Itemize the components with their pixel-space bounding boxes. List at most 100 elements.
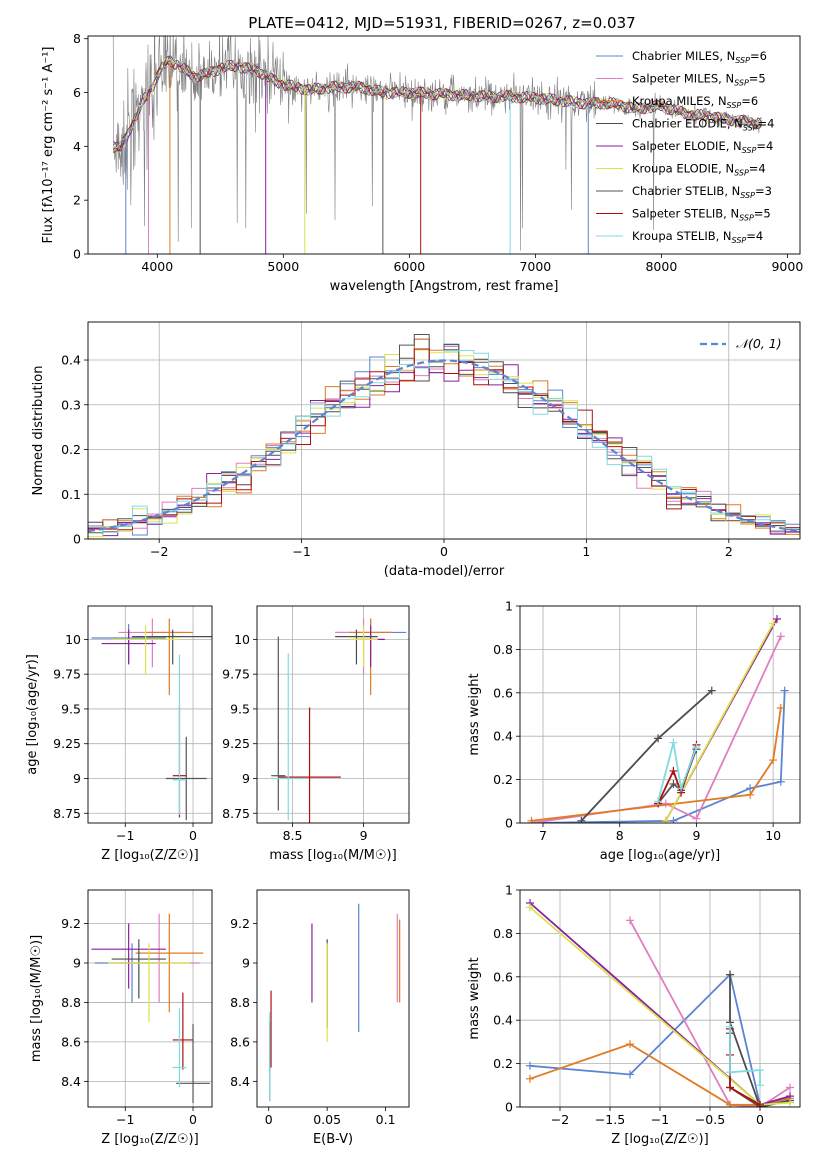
panel-age_vs_Z: −1 0 8.75 9 9.25 9.5 9.75 10 Z [log₁₀(Z/Z☉)] age …	[25, 605, 213, 863]
plot-area	[91, 618, 212, 821]
y-tick-label: 1	[505, 883, 513, 898]
mass-weight-marker	[669, 738, 678, 747]
y-axis-label: mass weight	[467, 673, 482, 755]
y-tick-label: 8.8	[61, 995, 81, 1010]
x-axis-label: age [log₁₀(age/yr)]	[600, 848, 721, 863]
y-tick-label: 0	[73, 532, 81, 547]
y-tick-label: 9.25	[222, 736, 250, 751]
plot-area	[88, 334, 800, 538]
y-axis-label: Normed distribution	[31, 366, 46, 496]
y-tick-label: 9.5	[61, 701, 81, 716]
x-tick-label: 0	[440, 544, 448, 559]
mass-weight-marker	[661, 799, 670, 808]
mass-weight-line	[729, 1026, 761, 1086]
legend: Chabrier MILES, NSSP=6 Salpeter MILES, NS…	[596, 49, 774, 245]
y-tick-label: 10	[65, 632, 81, 647]
x-tick-label: 0	[265, 1112, 273, 1127]
axes-frame	[87, 889, 213, 1108]
x-tick-label: 8	[616, 828, 624, 843]
x-axis-label: Z [log₁₀(Z/Z☉)]	[101, 848, 198, 863]
y-tick-label: 9.5	[230, 701, 250, 716]
y-tick-label: 0.4	[493, 1013, 513, 1028]
y-tick-label: 0.2	[493, 772, 513, 787]
mass-weight-marker	[769, 619, 778, 628]
y-tick-label: 9	[242, 955, 250, 970]
axes-frame	[87, 605, 213, 824]
x-axis-label: (data-model)/error	[384, 564, 505, 579]
legend-entry: Kroupa ELODIE, NSSP=4	[632, 162, 766, 178]
legend-entry: Chabrier MILES, NSSP=6	[632, 49, 767, 65]
figure-title: PLATE=0412, MJD=51931, FIBERID=0267, z=0…	[248, 14, 635, 32]
plot-area	[527, 615, 789, 823]
axes-frame	[256, 889, 410, 1108]
mass-weight-marker	[756, 1081, 764, 1090]
y-tick-label: 8.4	[230, 1074, 250, 1089]
legend-entry: Salpeter ELODIE, NSSP=4	[632, 139, 773, 155]
y-tick-label: 1	[505, 599, 513, 614]
y-tick-label: 9.75	[53, 667, 81, 682]
x-tick-label: 7	[539, 828, 547, 843]
x-tick-label: −1	[116, 828, 134, 843]
y-tick-label: 8.8	[230, 995, 250, 1010]
y-axis-label: mass [log₁₀(M/M☉)]	[29, 935, 44, 1062]
y-tick-label: 0	[505, 816, 513, 831]
legend-entry: 𝒩(0, 1)	[736, 336, 782, 351]
y-tick-label: 0.2	[61, 442, 81, 457]
mass-weight-marker	[726, 1100, 734, 1107]
legend-entry: Chabrier STELIB, NSSP=3	[632, 184, 772, 200]
mass-weight-marker	[626, 1040, 634, 1049]
model-spectrum	[112, 58, 762, 154]
model-spectrum	[112, 59, 762, 153]
mass-weight-marker	[772, 615, 781, 624]
x-axis-label: wavelength [Angstrom, rest frame]	[330, 279, 559, 294]
x-tick-label: −0.5	[695, 1112, 725, 1127]
x-axis-label: E(B-V)	[313, 1132, 353, 1147]
mass-weight-marker	[786, 1098, 794, 1107]
x-tick-label: −1	[116, 1112, 134, 1127]
y-tick-label: 8.75	[53, 806, 81, 821]
axes-frame	[87, 321, 801, 540]
y-tick-label: 6	[73, 85, 81, 100]
mass-weight-marker	[776, 703, 785, 712]
y-tick-label: 9	[73, 771, 81, 786]
y-tick-label: 9.2	[61, 916, 81, 931]
axes-frame	[87, 35, 801, 255]
y-tick-label: 0.8	[493, 926, 513, 941]
mass-weight-marker	[654, 734, 663, 743]
y-tick-label: 8.6	[230, 1034, 250, 1049]
y-tick-label: 0.2	[493, 1056, 513, 1071]
x-tick-label: 0	[756, 1112, 764, 1127]
panel-mass_vs_ebv: 0 0.05 0.1 8.4 8.6 8.8 9 9.2 E(B-V)	[230, 889, 410, 1147]
legend-entry: Salpeter MILES, NSSP=5	[632, 72, 766, 88]
mass-weight-marker	[677, 784, 686, 793]
plot-area	[269, 903, 401, 1102]
x-tick-label: −1	[292, 544, 310, 559]
plot-area	[91, 913, 210, 1104]
y-axis-label: Flux [fλ10⁻¹⁷ erg cm⁻² s⁻¹ A⁻¹]	[41, 47, 56, 244]
plot-area	[271, 618, 407, 823]
mass-weight-marker	[776, 632, 785, 641]
y-tick-label: 0	[505, 1100, 513, 1115]
x-axis-label: Z [log₁₀(Z/Z☉)]	[101, 1132, 198, 1147]
legend-entry: Salpeter STELIB, NSSP=5	[632, 207, 771, 223]
mass-weight-marker	[746, 790, 755, 799]
y-axis-label: age [log₁₀(age/yr)]	[25, 654, 40, 775]
y-tick-label: 8	[73, 31, 81, 46]
mass-weight-marker	[661, 816, 670, 823]
mass-weight-marker	[769, 756, 778, 765]
x-axis-label: Z [log₁₀(Z/Z☉)]	[611, 1132, 708, 1147]
mass-weight-marker	[756, 1100, 764, 1107]
mass-weight-marker	[654, 797, 663, 806]
axes-frame	[519, 889, 801, 1108]
x-tick-label: −2	[150, 544, 168, 559]
mass-weight-marker	[726, 1022, 734, 1031]
normal-curve	[88, 359, 800, 533]
mass-weight-marker	[526, 1074, 534, 1083]
panel-age_vs_mass: 8.5 9 8.75 9 9.25 9.5 9.75 10 mass [log₁₀(M/M☉)]	[222, 605, 410, 863]
y-tick-label: 0.6	[493, 969, 513, 984]
axes-frame	[256, 605, 410, 824]
y-tick-label: 0.4	[493, 729, 513, 744]
mass-weight-marker	[669, 779, 678, 788]
x-tick-label: 0	[189, 1112, 197, 1127]
